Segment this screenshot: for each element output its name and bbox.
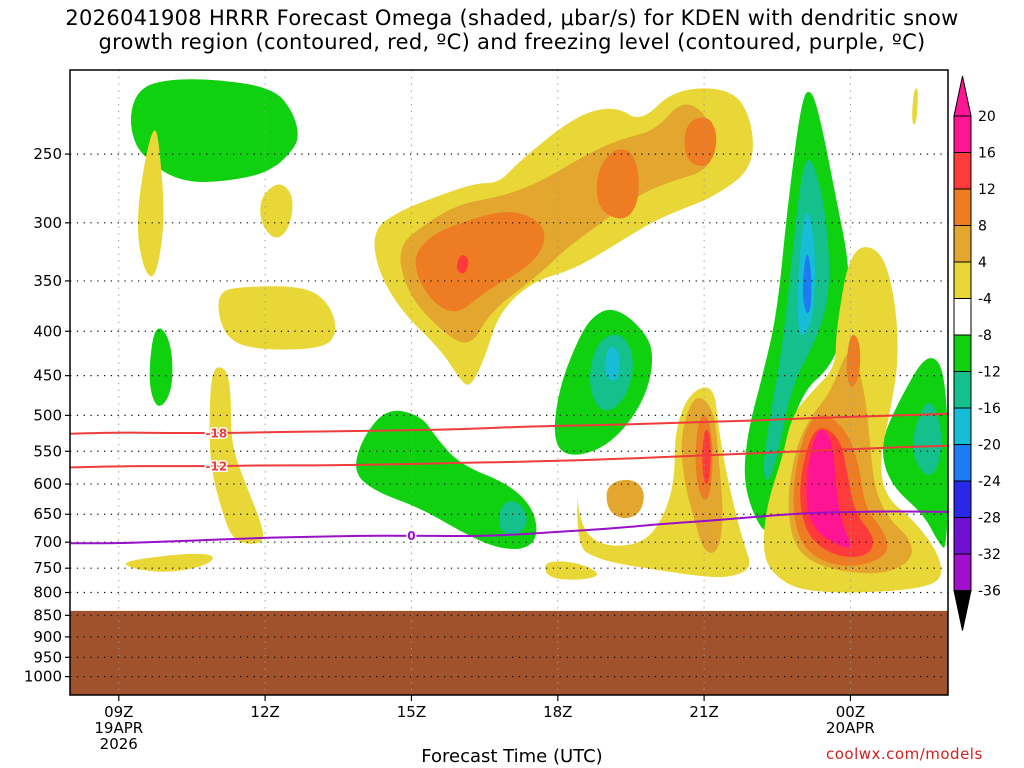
omega-region-dn-yellow-19z-small [545,561,598,580]
temperature-contours: -18 -12 0 [70,412,948,545]
colorbar-label-12: -32 [978,547,1001,563]
colorbar-swatch-9 [953,444,972,482]
colorbar-swatch-5 [953,298,972,336]
omega-region-up-green-15z [356,410,537,550]
ground-below-surface [70,610,948,695]
omega-region-up-green-mid-left [130,79,298,172]
y-tick-label-300: 300 [33,214,62,232]
colorbar-label-6: -8 [978,328,992,344]
omega-region-dn-yellow-top-right [912,88,918,125]
title-line-2: growth region (contoured, red, ºC) and f… [98,30,926,54]
y-tick-label-550: 550 [33,442,62,460]
omega-region-dn-orange-upper [596,149,639,219]
contour--12 [70,444,948,469]
colorbar-swatch-7 [953,371,972,409]
colorbar-label-3: 8 [978,219,987,235]
omega-region-dn-yellow-small-12z [260,184,293,238]
y-tick-label-350: 350 [33,272,62,290]
pressure-axis: 250 300 350 400 450 500 550 600 650 700 750 800 850 9… [24,145,70,686]
colorbar-swatch-12 [953,553,972,591]
credit-link[interactable]: coolwx.com/models [826,745,983,763]
x-axis-label: Forecast Time (UTC) [421,746,603,767]
plot-frame [69,69,949,696]
title-line-1: 2026041908 HRRR Forecast Omega (shaded, … [65,6,959,30]
colorbar-swatch-10 [953,480,972,518]
colorbar-label-9: -20 [978,438,1001,454]
colorbar-swatch-3 [953,225,972,263]
colorbar-label-4: 4 [978,255,987,271]
omega-region-up-cyan-far-right [913,403,942,476]
colorbar-swatch-2 [953,188,972,226]
y-tick-label-250: 250 [33,145,62,163]
colorbar-label-13: -36 [978,584,1001,600]
colorbar-swatch-1 [953,152,972,190]
y-tick-label-600: 600 [33,475,62,493]
x-tick-label-24: 00Z [836,703,865,721]
omega-colorbar: 20 16 12 8 4 -4 -8 -12 -16 -20 -24 -28 -32 -36 [953,75,1001,631]
y-tick-label-800: 800 [33,584,62,602]
x-tick-label-21: 21Z [689,703,718,721]
colorbar-label-7: -12 [978,365,1001,381]
x-tick-label-9: 09Z [104,703,133,721]
colorbar-label-1: 16 [978,146,996,162]
colorbar-label-0: 20 [978,109,996,125]
x-tick-sublabel-9-0: 19APR [94,719,143,737]
colorbar-swatch-8 [953,407,972,445]
colorbar-top-arrow [953,75,972,117]
colorbar-swatch-6 [953,334,972,372]
y-tick-label-450: 450 [33,367,62,385]
omega-region-dn-magenta-right [806,430,851,548]
omega-shading [125,79,948,593]
colorbar-label-5: -4 [978,292,992,308]
omega-region-dn-orange-central [415,212,545,312]
omega-region-dn-gold-19z [606,479,644,519]
omega-region-up-darkblue-22z [802,254,812,314]
y-tick-label-1000: 1000 [24,668,62,686]
contour-0 [70,510,948,545]
omega-region-dn-orange-upper-right [684,117,717,166]
contour--18 [70,412,948,435]
x-tick-label-18: 18Z [543,703,572,721]
omega-region-up-cyan-15z [499,501,527,535]
colorbar-swatch-4 [953,261,972,299]
omega-region-dn-red-20z [702,430,711,485]
contour-label--18: -18 [205,427,227,441]
omega-region-dn-red-small [456,255,469,274]
y-tick-label-950: 950 [33,648,62,666]
colorbar-label-8: -16 [978,401,1001,417]
omega-region-up-blue-19z [605,346,620,381]
ground-fill [70,610,948,695]
chart-title: 2026041908 HRRR Forecast Omega (shaded, … [0,6,1024,54]
x-tick-sublabel-24-0: 20APR [826,719,875,737]
y-tick-label-900: 900 [33,628,62,646]
y-tick-label-850: 850 [33,606,62,624]
y-tick-label-650: 650 [33,505,62,523]
colorbar-label-10: -24 [978,474,1001,490]
colorbar-swatch-0 [953,115,972,153]
y-tick-label-700: 700 [33,533,62,551]
x-tick-label-12: 12Z [250,703,279,721]
omega-region-dn-yellow-bottom-left [125,553,213,572]
x-tick-sublabel-9-1: 2026 [100,735,138,753]
contour-label--12: -12 [205,460,227,474]
colorbar-label-2: 12 [978,182,996,198]
colorbar-swatch-11 [953,517,972,555]
y-tick-label-400: 400 [33,322,62,340]
colorbar-label-11: -28 [978,511,1001,527]
x-tick-label-15: 15Z [397,703,426,721]
y-tick-label-750: 750 [33,559,62,577]
omega-region-dn-yellow-left-column [209,367,264,544]
omega-region-dn-yellow-blob-12z [218,286,336,350]
colorbar-bottom-arrow [953,590,972,631]
y-tick-label-500: 500 [33,406,62,424]
contour-label-0: 0 [407,529,415,543]
omega-region-dn-yellow-far-left [137,130,164,277]
omega-region-dn-orange-right-top [846,334,861,388]
omega-region-up-green-small-left [149,328,173,406]
